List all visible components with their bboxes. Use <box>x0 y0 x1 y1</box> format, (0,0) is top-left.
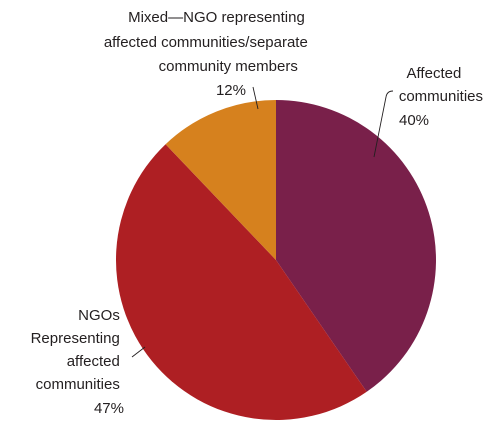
label-mixed-line-3: community members <box>159 58 298 75</box>
label-ngos-line-3: affected <box>67 353 120 370</box>
pie-slice-mixed-ngo-representing-affected-communities-separate-community-members <box>165 100 276 260</box>
leader-line-affected-communities <box>373 90 394 158</box>
label-affected-line-2: communities <box>399 88 483 105</box>
pie-slice-affected-communities <box>276 100 436 392</box>
label-ngos-line-1: NGOs <box>78 307 120 324</box>
label-ngos-line-2: Representing <box>31 330 120 347</box>
label-mixed-value: 12% <box>216 82 246 99</box>
pie-slices <box>116 100 436 420</box>
leader-line-ngos <box>131 346 146 358</box>
label-affected-value: 40% <box>399 112 429 129</box>
label-affected-line-1: Affected <box>407 65 462 82</box>
label-mixed-line-2: affected communities/separate <box>104 34 308 51</box>
pie-slice-ngos-representing-affected-communities <box>116 144 367 420</box>
label-ngos-value: 47% <box>94 400 124 417</box>
leader-line-mixed <box>252 86 259 110</box>
leader-lines <box>131 86 394 358</box>
label-affected-communities: Affected communities 40% <box>399 65 487 129</box>
label-ngos-line-4: communities <box>36 376 120 393</box>
label-mixed-line-1: Mixed—NGO representing <box>128 9 305 26</box>
label-ngos: NGOs Representing affected communities 4… <box>31 307 124 417</box>
label-mixed: Mixed—NGO representing affected communit… <box>104 9 312 99</box>
